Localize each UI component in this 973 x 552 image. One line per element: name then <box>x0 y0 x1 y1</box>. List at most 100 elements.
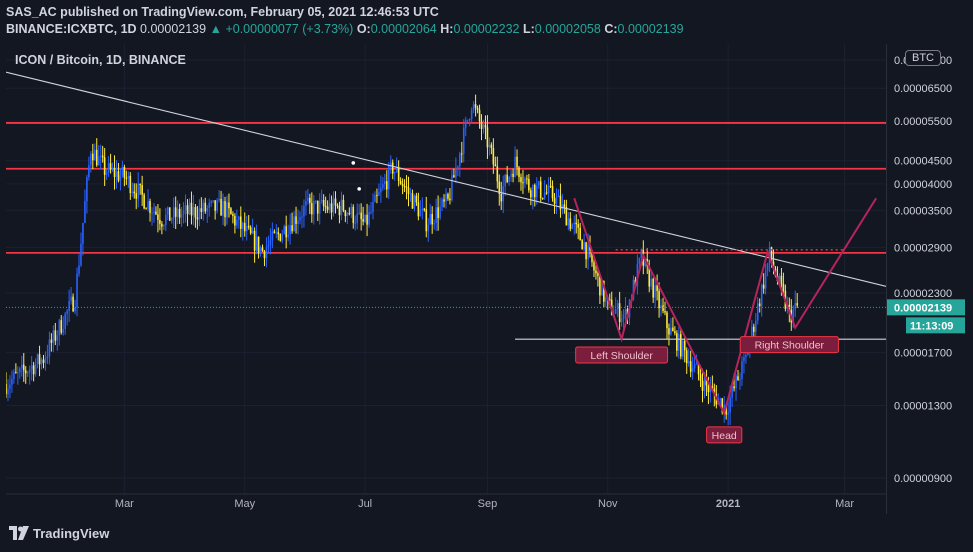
candle <box>301 205 303 229</box>
candle-body <box>153 211 155 214</box>
currency-badge[interactable]: BTC <box>905 50 941 66</box>
footer <box>0 516 973 552</box>
candle-body <box>265 247 268 259</box>
candle <box>245 215 248 241</box>
x-tick-label: May <box>234 498 255 510</box>
candle <box>121 160 124 178</box>
candle <box>159 208 161 231</box>
candle <box>279 233 282 242</box>
candle <box>482 119 485 134</box>
ohlc-line: BINANCE:ICXBTC, 1D 0.00002139 ▲ +0.00000… <box>6 22 684 36</box>
candle-body <box>372 202 374 212</box>
candle <box>395 157 398 174</box>
candle <box>666 310 668 339</box>
candle <box>334 191 337 214</box>
y-tick-label: 0.00006500 <box>894 83 952 95</box>
candle-body <box>585 242 587 260</box>
candle-body <box>86 177 88 202</box>
candle-body <box>297 220 299 224</box>
candle <box>176 200 179 225</box>
candle <box>754 313 757 338</box>
candle-body <box>652 278 654 298</box>
candle-body <box>336 205 339 207</box>
tradingview-logo-icon[interactable] <box>8 524 30 542</box>
candle-body <box>117 171 120 181</box>
candle <box>494 156 497 167</box>
candle-body <box>703 378 706 391</box>
x-tick-label: Mar <box>835 498 854 510</box>
price-chart[interactable]: Left Shoulder Head Right Shoulder Mar May Jul… <box>6 44 886 514</box>
candle-body <box>267 244 270 248</box>
candle-body <box>22 364 25 371</box>
candle <box>520 173 522 191</box>
candle-body <box>243 222 246 232</box>
price-tag: 0.00002139 <box>894 302 952 314</box>
candle-body <box>70 296 72 301</box>
candle-body <box>575 222 578 225</box>
candle-body <box>105 172 108 175</box>
candle-body <box>618 303 621 323</box>
candle-body <box>683 340 686 351</box>
candle <box>364 214 366 223</box>
y-tick-label: 0.00002300 <box>894 288 952 300</box>
candle-body <box>113 167 116 178</box>
time-axis <box>6 494 886 514</box>
candle-body <box>504 174 506 187</box>
candle-body <box>178 208 181 218</box>
candle <box>431 206 433 234</box>
candle <box>360 203 362 231</box>
candle <box>468 118 471 127</box>
close-value: 0.00002139 <box>617 22 684 36</box>
countdown-box <box>906 317 965 334</box>
price-axis[interactable]: 0.000075000.000065000.000055000.00004500… <box>886 44 973 514</box>
candle <box>92 143 94 170</box>
candle <box>125 170 128 185</box>
candle <box>691 356 694 380</box>
candle <box>459 151 461 177</box>
candle-body <box>713 388 716 395</box>
candle <box>541 197 544 200</box>
candle-body <box>679 334 682 357</box>
candle-body <box>387 165 390 190</box>
chart-title: ICON / Bitcoin, 1D, BINANCE <box>15 53 186 67</box>
candle <box>415 192 418 206</box>
candle <box>670 318 672 336</box>
candle <box>105 169 108 180</box>
axis-background <box>886 44 973 514</box>
candle-body <box>281 234 284 241</box>
candle-body <box>526 178 528 180</box>
candle <box>318 193 321 225</box>
candle-body <box>366 214 368 225</box>
candle <box>559 183 562 218</box>
candle-body <box>66 310 68 314</box>
chart-background <box>6 44 886 514</box>
candle-body <box>92 153 94 161</box>
candle <box>24 366 27 384</box>
candle-body <box>374 195 376 203</box>
candle-body <box>435 207 437 224</box>
candle-body <box>656 285 658 292</box>
tradingview-brand[interactable]: TradingView <box>33 526 110 541</box>
candle-body <box>238 216 240 220</box>
candle-body <box>512 173 514 177</box>
candle <box>48 331 51 365</box>
candle <box>68 289 70 322</box>
candle-body <box>441 199 443 207</box>
candle <box>82 222 84 256</box>
candle-body <box>137 183 139 199</box>
candle-body <box>405 186 408 188</box>
candle <box>764 264 767 295</box>
candle-body <box>482 124 485 129</box>
candle-body <box>747 353 749 356</box>
candle <box>232 211 234 224</box>
candle <box>80 232 82 267</box>
candle-body <box>535 185 538 198</box>
candle <box>370 201 372 215</box>
candle <box>38 345 41 377</box>
candle-body <box>743 357 745 362</box>
candle-body <box>745 355 747 358</box>
candle <box>101 145 104 163</box>
candle <box>202 199 205 221</box>
candle <box>192 194 195 226</box>
candle-body <box>332 198 335 213</box>
